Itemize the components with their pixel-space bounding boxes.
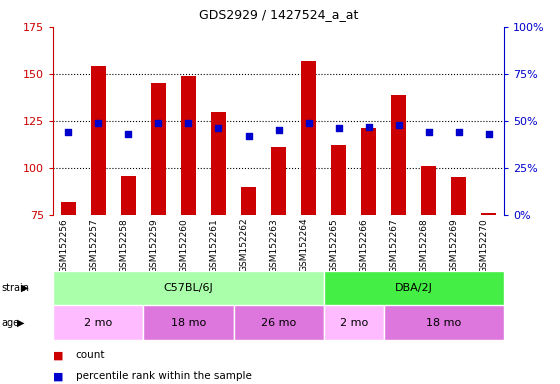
Text: ▶: ▶	[21, 283, 29, 293]
Bar	[91, 66, 106, 215]
Bar	[324, 305, 384, 340]
Point	[304, 120, 313, 126]
Bar	[241, 187, 256, 215]
Bar	[121, 175, 136, 215]
Text: GSM152262: GSM152262	[240, 218, 249, 273]
Point	[64, 129, 73, 135]
Text: GSM152260: GSM152260	[179, 218, 188, 273]
Point	[424, 129, 433, 135]
Point	[184, 120, 193, 126]
Text: GSM152256: GSM152256	[59, 218, 68, 273]
Bar	[421, 166, 436, 215]
Text: GSM152268: GSM152268	[420, 218, 429, 273]
Point	[244, 133, 253, 139]
Bar	[211, 112, 226, 215]
Text: count: count	[76, 350, 105, 360]
Text: 18 mo: 18 mo	[426, 318, 461, 328]
Bar	[60, 202, 76, 215]
Bar	[384, 305, 504, 340]
Bar	[271, 147, 286, 215]
Text: 18 mo: 18 mo	[171, 318, 206, 328]
Text: percentile rank within the sample: percentile rank within the sample	[76, 371, 251, 381]
Text: 2 mo: 2 mo	[84, 318, 113, 328]
Text: C57BL/6J: C57BL/6J	[164, 283, 213, 293]
Text: GSM152263: GSM152263	[269, 218, 279, 273]
Bar	[482, 213, 497, 215]
Text: GSM152264: GSM152264	[300, 218, 309, 273]
Point	[455, 129, 464, 135]
Text: 2 mo: 2 mo	[339, 318, 368, 328]
Bar	[181, 76, 196, 215]
Point	[334, 126, 343, 132]
Bar	[234, 305, 324, 340]
Text: GSM152261: GSM152261	[209, 218, 218, 273]
Text: ■: ■	[53, 350, 64, 360]
Bar	[361, 129, 376, 215]
Text: GSM152259: GSM152259	[150, 218, 158, 273]
Bar	[151, 83, 166, 215]
Bar	[301, 61, 316, 215]
Text: strain: strain	[1, 283, 29, 293]
Bar	[451, 177, 466, 215]
Point	[94, 120, 103, 126]
Text: ▶: ▶	[17, 318, 24, 328]
Point	[365, 124, 374, 130]
Bar	[391, 94, 407, 215]
Text: GSM152270: GSM152270	[480, 218, 489, 273]
Point	[124, 131, 133, 137]
Point	[394, 122, 403, 128]
Bar	[143, 305, 234, 340]
Point	[154, 120, 163, 126]
Text: GDS2929 / 1427524_a_at: GDS2929 / 1427524_a_at	[199, 8, 358, 21]
Bar	[324, 271, 504, 305]
Text: age: age	[1, 318, 19, 328]
Text: ■: ■	[53, 371, 64, 381]
Text: GSM152265: GSM152265	[330, 218, 339, 273]
Text: GSM152258: GSM152258	[119, 218, 128, 273]
Text: GSM152269: GSM152269	[450, 218, 459, 273]
Text: GSM152267: GSM152267	[390, 218, 399, 273]
Text: 26 mo: 26 mo	[261, 318, 296, 328]
Point	[214, 126, 223, 132]
Text: DBA/2J: DBA/2J	[395, 283, 433, 293]
Text: GSM152257: GSM152257	[89, 218, 99, 273]
Text: GSM152266: GSM152266	[360, 218, 369, 273]
Point	[484, 131, 493, 137]
Bar	[53, 305, 143, 340]
Bar	[53, 271, 324, 305]
Point	[274, 127, 283, 134]
Bar	[331, 146, 346, 215]
